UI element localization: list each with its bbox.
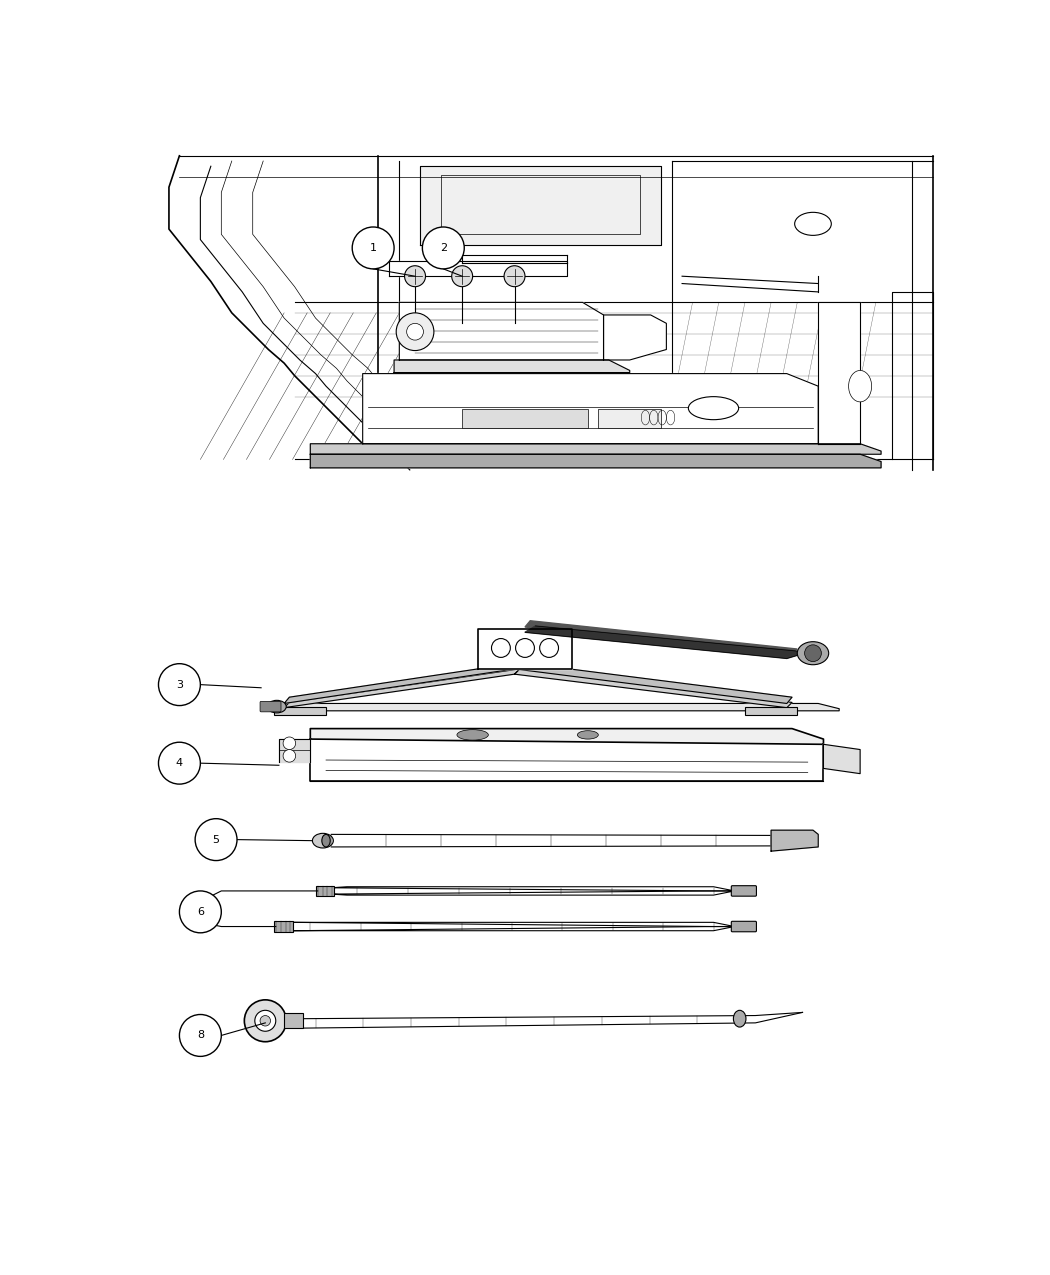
FancyBboxPatch shape (274, 706, 327, 715)
Circle shape (504, 265, 525, 287)
Ellipse shape (689, 397, 738, 419)
Circle shape (491, 639, 510, 658)
Polygon shape (478, 629, 572, 669)
FancyBboxPatch shape (274, 922, 293, 932)
FancyBboxPatch shape (285, 1014, 303, 1028)
Ellipse shape (457, 729, 488, 740)
Text: 2: 2 (440, 244, 447, 252)
Circle shape (255, 1010, 276, 1031)
Polygon shape (525, 621, 797, 655)
Polygon shape (279, 740, 311, 762)
FancyBboxPatch shape (731, 922, 756, 932)
Circle shape (284, 750, 296, 762)
Ellipse shape (795, 213, 832, 236)
Polygon shape (420, 166, 662, 245)
Ellipse shape (322, 834, 330, 847)
Polygon shape (303, 1012, 802, 1028)
Polygon shape (293, 927, 734, 931)
FancyBboxPatch shape (731, 886, 756, 896)
Polygon shape (514, 663, 792, 704)
Ellipse shape (733, 1010, 746, 1028)
Polygon shape (388, 260, 567, 277)
Polygon shape (311, 740, 823, 782)
Polygon shape (362, 374, 818, 444)
Ellipse shape (268, 700, 287, 713)
FancyBboxPatch shape (744, 706, 797, 715)
Circle shape (452, 265, 472, 287)
Circle shape (396, 312, 434, 351)
FancyBboxPatch shape (316, 886, 334, 896)
Text: 6: 6 (196, 907, 204, 917)
Polygon shape (311, 728, 823, 745)
Text: 8: 8 (196, 1030, 204, 1040)
Polygon shape (604, 315, 667, 360)
Circle shape (422, 227, 464, 269)
Circle shape (195, 819, 237, 861)
Circle shape (159, 742, 201, 784)
Polygon shape (331, 886, 734, 891)
Circle shape (245, 1000, 287, 1042)
Circle shape (804, 645, 821, 662)
Circle shape (284, 737, 296, 750)
Polygon shape (331, 891, 734, 895)
Polygon shape (514, 669, 792, 708)
Circle shape (180, 1015, 222, 1057)
Ellipse shape (797, 641, 828, 664)
Polygon shape (771, 830, 818, 852)
Polygon shape (399, 302, 604, 360)
Polygon shape (274, 704, 839, 710)
Text: 4: 4 (175, 759, 183, 768)
Circle shape (540, 639, 559, 658)
Text: 3: 3 (176, 680, 183, 690)
Circle shape (352, 227, 394, 269)
Polygon shape (311, 444, 881, 454)
Circle shape (516, 639, 534, 658)
Polygon shape (293, 922, 734, 927)
Polygon shape (394, 360, 630, 372)
Ellipse shape (313, 834, 333, 848)
FancyBboxPatch shape (598, 409, 662, 428)
FancyBboxPatch shape (462, 409, 588, 428)
Polygon shape (311, 454, 881, 468)
Text: 5: 5 (212, 835, 219, 844)
Ellipse shape (578, 731, 598, 739)
Circle shape (404, 265, 425, 287)
FancyBboxPatch shape (260, 701, 281, 711)
Ellipse shape (848, 371, 872, 402)
Circle shape (406, 324, 423, 340)
Polygon shape (818, 302, 860, 444)
Polygon shape (285, 663, 520, 704)
Circle shape (159, 664, 201, 705)
Text: 1: 1 (370, 244, 377, 252)
Circle shape (260, 1016, 271, 1026)
Polygon shape (285, 669, 520, 708)
Polygon shape (823, 745, 860, 774)
Polygon shape (525, 626, 807, 658)
Circle shape (180, 891, 222, 933)
